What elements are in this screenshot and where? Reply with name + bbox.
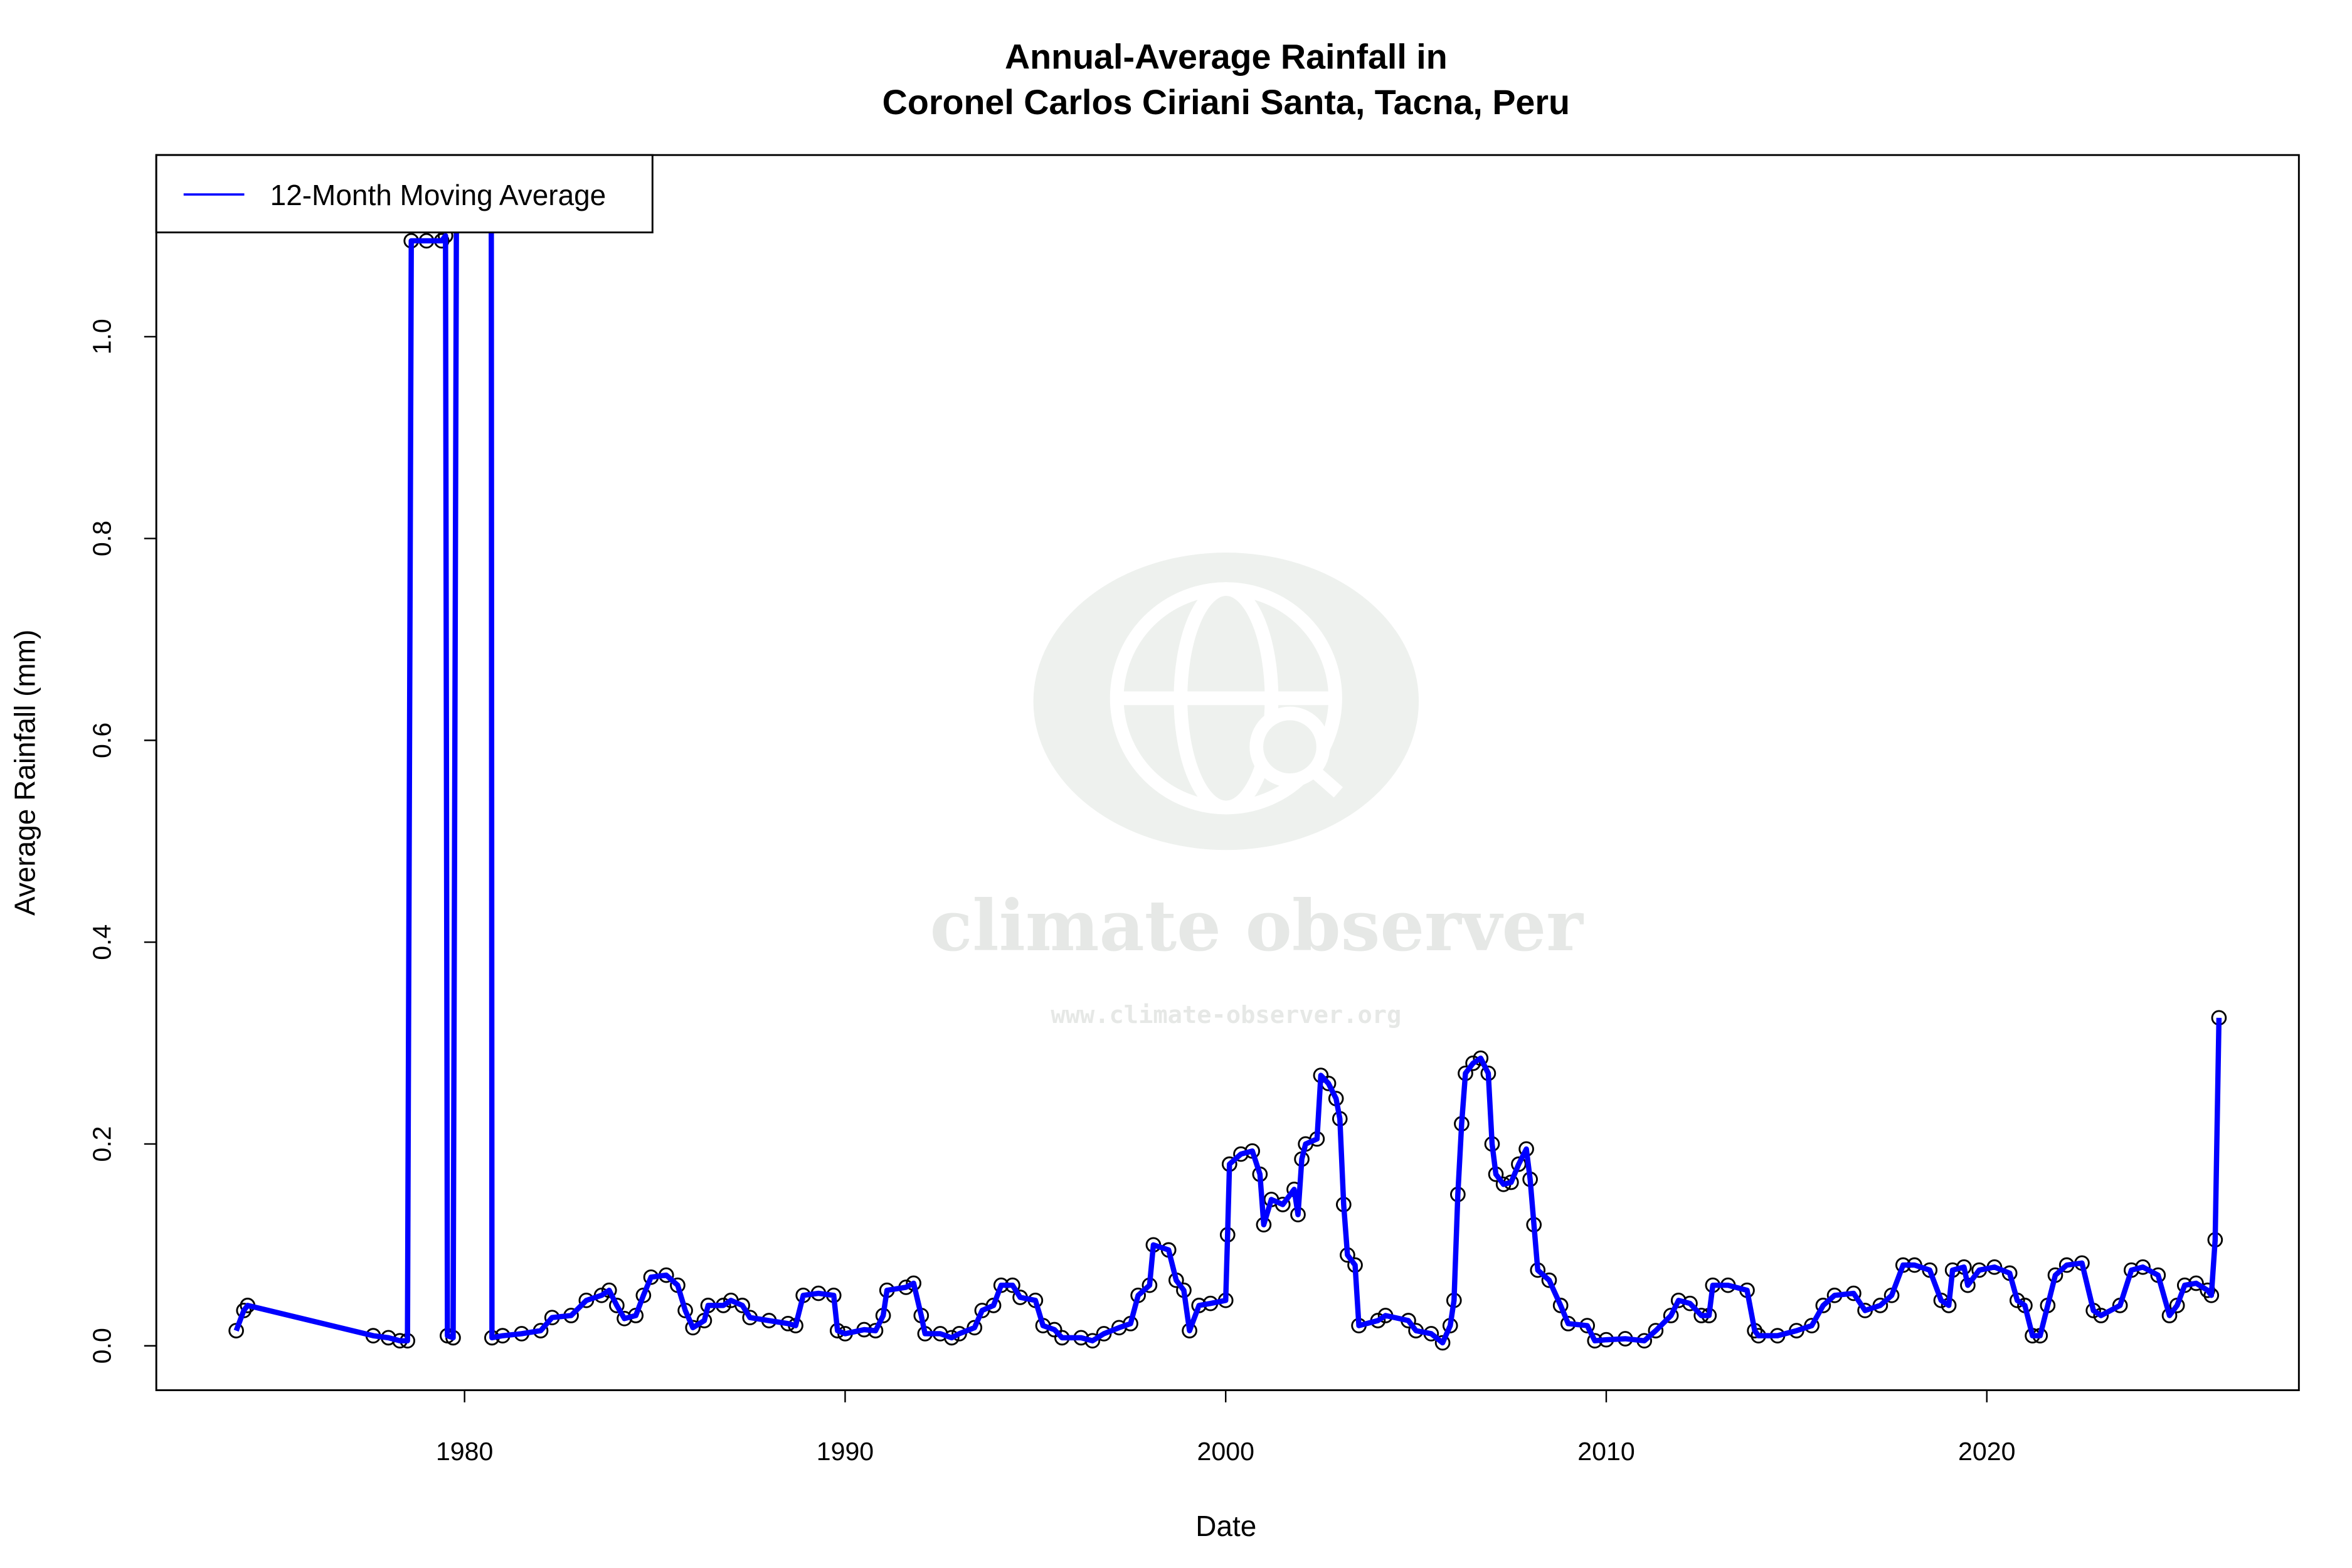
- data-point: [685, 1320, 701, 1336]
- data-point: [1541, 1272, 1557, 1288]
- y-axis: 0.0 0.2 0.4 0.6 0.8 1.0: [88, 319, 157, 1364]
- data-point: [2093, 1308, 2109, 1323]
- y-tick-label: 0.2: [88, 1126, 117, 1162]
- data-point: [1465, 1055, 1481, 1071]
- watermark: climate observer www.climate-observer.or…: [930, 553, 1584, 1029]
- y-tick-label: 0.0: [88, 1328, 117, 1364]
- x-axis: 1980 1990 2000 2010 2020: [436, 1389, 2015, 1466]
- x-tick-label: 1990: [817, 1437, 874, 1466]
- y-tick-label: 0.4: [88, 924, 117, 960]
- chart-subtitle: Coronel Carlos Ciriani Santa, Tacna, Per…: [882, 83, 1570, 122]
- data-point: [734, 1298, 750, 1313]
- legend-entry: 12-Month Moving Average: [270, 179, 607, 211]
- data-point: [1815, 1298, 1831, 1313]
- data-point: [1663, 1308, 1679, 1323]
- data-point: [1648, 1323, 1664, 1338]
- legend: 12-Month Moving Average: [155, 154, 654, 234]
- chart-title: Annual-Average Rainfall in: [1005, 37, 1448, 76]
- data-point: [1274, 1197, 1291, 1212]
- y-tick-label: 0.6: [88, 723, 117, 758]
- watermark-url: www.climate-observer.org: [1051, 1001, 1401, 1029]
- y-tick-label: 0.8: [88, 521, 117, 556]
- x-tick-label: 2000: [1197, 1437, 1254, 1466]
- data-point: [450, 27, 464, 41]
- y-tick-label: 1.0: [88, 319, 117, 354]
- data-point: [601, 1282, 617, 1298]
- x-axis-label: Date: [1195, 1510, 1256, 1542]
- x-tick-label: 1980: [436, 1437, 493, 1466]
- watermark-brand: climate observer: [930, 886, 1584, 967]
- globe-search-icon: [1110, 582, 1343, 815]
- y-axis-label: Average Rainfall (mm): [9, 630, 41, 916]
- data-point: [484, 27, 498, 41]
- data-point: [2200, 1282, 2216, 1298]
- data-point: [1434, 1335, 1451, 1351]
- data-point: [1473, 1050, 1489, 1066]
- x-tick-label: 2020: [1958, 1437, 2015, 1466]
- data-point: [609, 1298, 625, 1313]
- series-line: [233, 156, 2222, 1346]
- plot-series: [228, 27, 2227, 1351]
- x-tick-label: 2010: [1577, 1437, 1634, 1466]
